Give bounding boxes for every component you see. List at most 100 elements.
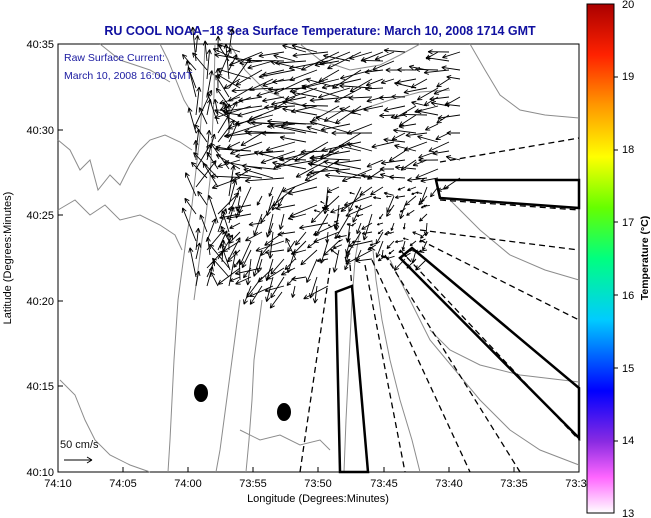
plot-frame <box>57 43 580 473</box>
current-vector <box>379 112 395 119</box>
current-vector <box>364 86 384 92</box>
current-vector <box>235 171 263 179</box>
current-vector <box>378 95 395 101</box>
current-vector <box>366 159 384 168</box>
current-vector <box>217 230 228 251</box>
current-vector <box>217 119 235 143</box>
current-vector <box>260 150 296 164</box>
current-vector <box>348 240 373 248</box>
cbar-tick: 19 <box>622 71 634 83</box>
cbar-tick: 15 <box>622 363 634 375</box>
current-vector <box>195 242 202 260</box>
current-vector <box>444 102 461 108</box>
current-vector <box>271 96 307 107</box>
current-vector <box>255 240 285 252</box>
x-axis-label: Longitude (Degrees:Minutes) <box>247 493 389 505</box>
current-vector <box>393 258 406 271</box>
current-vector <box>313 222 340 236</box>
current-vector <box>245 231 263 242</box>
current-vector <box>402 237 409 241</box>
current-vector <box>253 213 263 236</box>
current-vector <box>292 51 329 58</box>
current-vector <box>369 242 376 246</box>
x-tick-label: 74:05 <box>109 478 137 490</box>
current-vector <box>415 66 439 72</box>
current-vector <box>330 248 339 256</box>
x-tick-label: 74:10 <box>44 478 72 490</box>
current-vector <box>415 168 439 179</box>
current-vector <box>408 248 416 253</box>
current-vector <box>291 43 318 53</box>
current-vector <box>217 159 241 168</box>
current-vector <box>240 132 263 147</box>
current-vector <box>436 78 450 88</box>
current-vector <box>360 173 384 179</box>
current-vector <box>352 204 362 223</box>
current-vector <box>264 104 296 110</box>
current-vector <box>320 123 351 132</box>
current-vector <box>365 78 384 87</box>
current-vector <box>291 90 318 98</box>
current-vector <box>324 172 362 179</box>
current-vector <box>338 144 362 152</box>
current-vector <box>428 141 450 152</box>
current-vector <box>321 206 330 212</box>
current-vector <box>418 238 426 243</box>
current-vector <box>394 240 404 244</box>
current-vector <box>347 142 373 152</box>
current-vector <box>378 213 384 220</box>
current-vector <box>306 258 318 283</box>
current-vector <box>333 219 339 223</box>
current-vector <box>445 155 461 161</box>
current-vector <box>262 96 285 103</box>
cbar-tick: 18 <box>622 144 634 156</box>
current-vector <box>211 257 230 278</box>
current-vector <box>294 231 307 246</box>
current-vector <box>345 240 351 255</box>
current-vector <box>314 60 340 68</box>
current-vector <box>285 237 297 261</box>
current-vector <box>194 35 200 53</box>
current-vector <box>441 65 461 71</box>
current-vector <box>383 191 394 196</box>
current-vector <box>243 285 252 305</box>
current-vector <box>226 141 241 149</box>
current-vector <box>287 213 307 221</box>
current-vector <box>279 135 307 143</box>
current-vector <box>390 114 406 120</box>
current-vector <box>247 60 274 70</box>
y-tick-label: 40:20 <box>26 296 54 308</box>
tick-marks <box>57 43 580 473</box>
current-vector <box>195 86 202 116</box>
current-vector <box>424 123 439 131</box>
annotation-line1: Raw Surface Current: <box>64 52 165 64</box>
current-vector <box>202 162 219 188</box>
current-vector <box>185 60 197 98</box>
current-vector <box>411 100 428 107</box>
current-vector <box>394 195 406 199</box>
current-vector <box>386 195 395 213</box>
current-vector <box>375 240 384 258</box>
current-vector <box>273 53 296 62</box>
current-vector <box>206 266 214 287</box>
current-vector <box>269 291 283 309</box>
current-vector <box>256 258 263 273</box>
current-vector <box>388 150 406 162</box>
current-vector <box>195 89 213 125</box>
current-vector <box>256 195 263 206</box>
current-vector <box>373 196 382 200</box>
current-vector <box>217 234 234 260</box>
current-vector <box>405 132 428 138</box>
current-vector <box>187 107 197 134</box>
current-vector <box>390 222 395 231</box>
current-vector <box>323 159 362 170</box>
current-vector <box>415 258 428 271</box>
current-vector <box>210 271 219 287</box>
x-tick-label: 73:40 <box>435 478 463 490</box>
current-vector <box>330 204 351 214</box>
map-title: RU COOL NOAA−18 Sea Surface Temperature:… <box>104 24 536 38</box>
current-vector <box>305 77 340 89</box>
current-vector <box>344 255 350 259</box>
station-marker <box>194 384 208 402</box>
